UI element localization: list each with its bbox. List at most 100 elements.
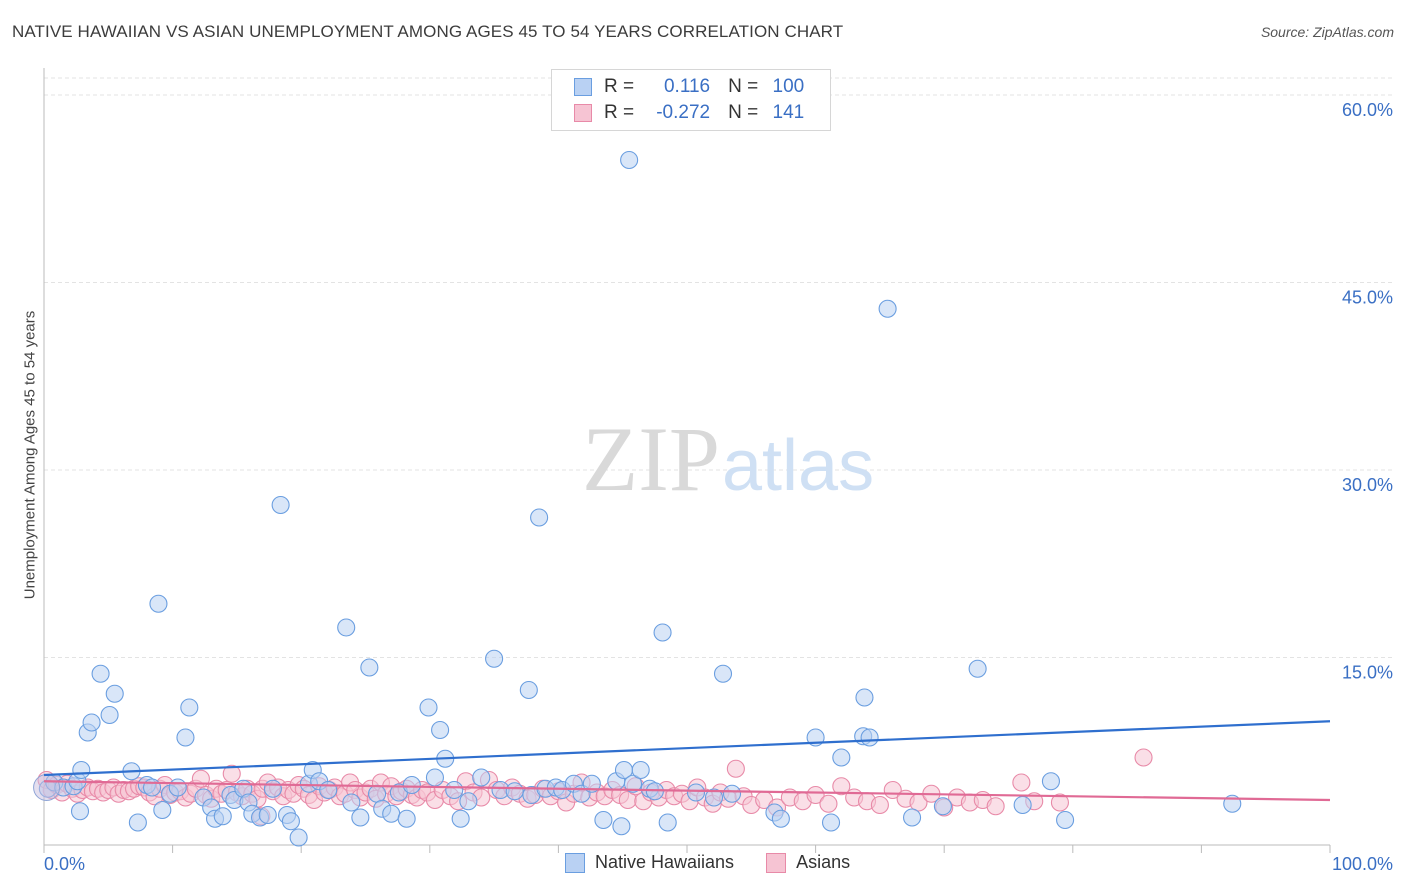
hawaiian-point — [445, 780, 464, 800]
hawaiian-point — [382, 804, 401, 823]
hawaiian-point — [519, 680, 538, 700]
hawaiian-point — [771, 809, 790, 828]
asian-point — [832, 777, 851, 796]
hawaiian-point-large — [33, 774, 61, 801]
hawaiian-point — [419, 698, 438, 717]
hawaiian-point — [1056, 810, 1075, 830]
n-value: 100 — [772, 76, 805, 97]
hawaiian-point — [658, 813, 677, 832]
native-hawaiians-points — [33, 150, 1242, 847]
asian-point — [806, 785, 825, 805]
hawaiian-point — [653, 623, 672, 642]
hawaiian-point — [620, 150, 639, 170]
hawaiian-point — [425, 768, 444, 787]
watermark-atlas: atlas — [722, 426, 874, 506]
hawaiian-point — [153, 800, 172, 820]
hawaiian-point — [342, 793, 361, 812]
stats-legend: R = 0.116 N = 100 R = -0.272 N = 141 — [551, 69, 831, 131]
hawaiian-point — [72, 760, 91, 780]
r-value: -0.272 — [656, 102, 711, 123]
asian-point — [986, 797, 1005, 816]
hawaiian-point — [271, 495, 290, 515]
asian-point — [1012, 773, 1031, 792]
hawaiian-point — [472, 768, 491, 787]
hawaiians-trend-line — [43, 720, 1331, 777]
hawaiian-point — [360, 658, 379, 677]
watermark-zip: ZIP — [582, 408, 720, 510]
asian-point — [1050, 793, 1069, 812]
hawaiian-point — [319, 780, 338, 800]
y-axis-label: Unemployment Among Ages 45 to 54 years — [21, 310, 39, 600]
asian-point — [1134, 748, 1153, 767]
hawaiian-point — [722, 784, 742, 803]
hawaiian-point — [105, 684, 124, 703]
legend-row-hawaiians: R = 0.116 N = 100 — [574, 75, 804, 99]
hawaiian-point — [258, 805, 277, 825]
hawaiian-point — [713, 664, 733, 683]
r-value: 0.116 — [663, 76, 711, 97]
hawaiian-point — [142, 778, 162, 797]
hawaiian-point — [281, 812, 300, 831]
axes — [43, 68, 1331, 853]
hawaiian-point — [1013, 795, 1032, 815]
r-label: R = — [604, 76, 635, 97]
hawaiian-point — [530, 508, 549, 527]
hawaiian-point — [832, 748, 851, 767]
hawaiian-point — [582, 774, 601, 793]
y-tick-label: 45.0% — [1342, 288, 1393, 308]
hawaiian-point — [612, 817, 631, 836]
hawaiian-point — [180, 698, 199, 717]
x-tick-label: 100.0% — [1332, 854, 1393, 874]
hawaiian-point — [631, 760, 650, 780]
legend-label-hawaiians: Native Hawaiians — [595, 852, 735, 872]
hawaiian-point — [933, 797, 952, 816]
hawaiian-point — [128, 813, 147, 832]
hawaiian-point — [100, 705, 119, 725]
y-tick-label: 60.0% — [1342, 100, 1393, 120]
hawaiian-point — [505, 782, 524, 801]
asian-point — [819, 794, 838, 813]
tick-labels: 15.0% 30.0% 45.0% 60.0% 0.0% 100.0% — [44, 100, 1393, 874]
blue-swatch-icon — [565, 852, 585, 873]
chart-title: NATIVE HAWAIIAN VS ASIAN UNEMPLOYMENT AM… — [12, 22, 844, 41]
n-value: 141 — [772, 102, 805, 123]
hawaiian-point — [91, 664, 110, 683]
r-label: R = — [604, 102, 635, 123]
hawaiian-point — [878, 299, 897, 318]
hawaiian-point — [821, 813, 841, 832]
hawaiian-point — [431, 720, 450, 740]
pink-swatch-icon — [574, 104, 592, 122]
hawaiian-point — [594, 810, 613, 830]
hawaiian-point — [485, 649, 504, 668]
y-tick-label: 15.0% — [1342, 663, 1393, 683]
hawaiian-point — [902, 808, 922, 827]
hawaiian-point — [855, 688, 874, 707]
hawaiian-point — [704, 788, 724, 807]
n-label: N = — [728, 76, 759, 97]
legend-item-asians: Asians — [766, 852, 850, 873]
hawaiian-point — [402, 775, 421, 795]
blue-swatch-icon — [574, 78, 592, 96]
legend-row-asians: R = -0.272 N = 141 — [574, 101, 804, 125]
hawaiian-point — [686, 783, 706, 802]
hawaiian-point — [263, 779, 282, 798]
legend-label-asians: Asians — [796, 852, 851, 872]
hawaiian-point — [289, 828, 308, 847]
hawaiian-point — [451, 809, 470, 828]
hawaiian-point — [168, 778, 187, 797]
hawaiian-point — [1041, 772, 1060, 791]
hawaiian-point — [149, 594, 168, 613]
series-legend: Native Hawaiians Asians — [565, 852, 882, 873]
hawaiian-point — [213, 807, 232, 826]
hawaiian-point — [70, 802, 90, 821]
hawaiian-point — [82, 713, 101, 732]
asian-point — [222, 764, 241, 783]
source-credit: Source: ZipAtlas.com — [1260, 24, 1394, 40]
hawaiian-point — [459, 792, 478, 811]
hawaiian-point — [368, 784, 387, 803]
hawaiian-point — [351, 808, 370, 827]
asian-point — [726, 759, 745, 778]
hawaiian-point — [337, 618, 356, 637]
hawaiian-point — [623, 774, 643, 793]
